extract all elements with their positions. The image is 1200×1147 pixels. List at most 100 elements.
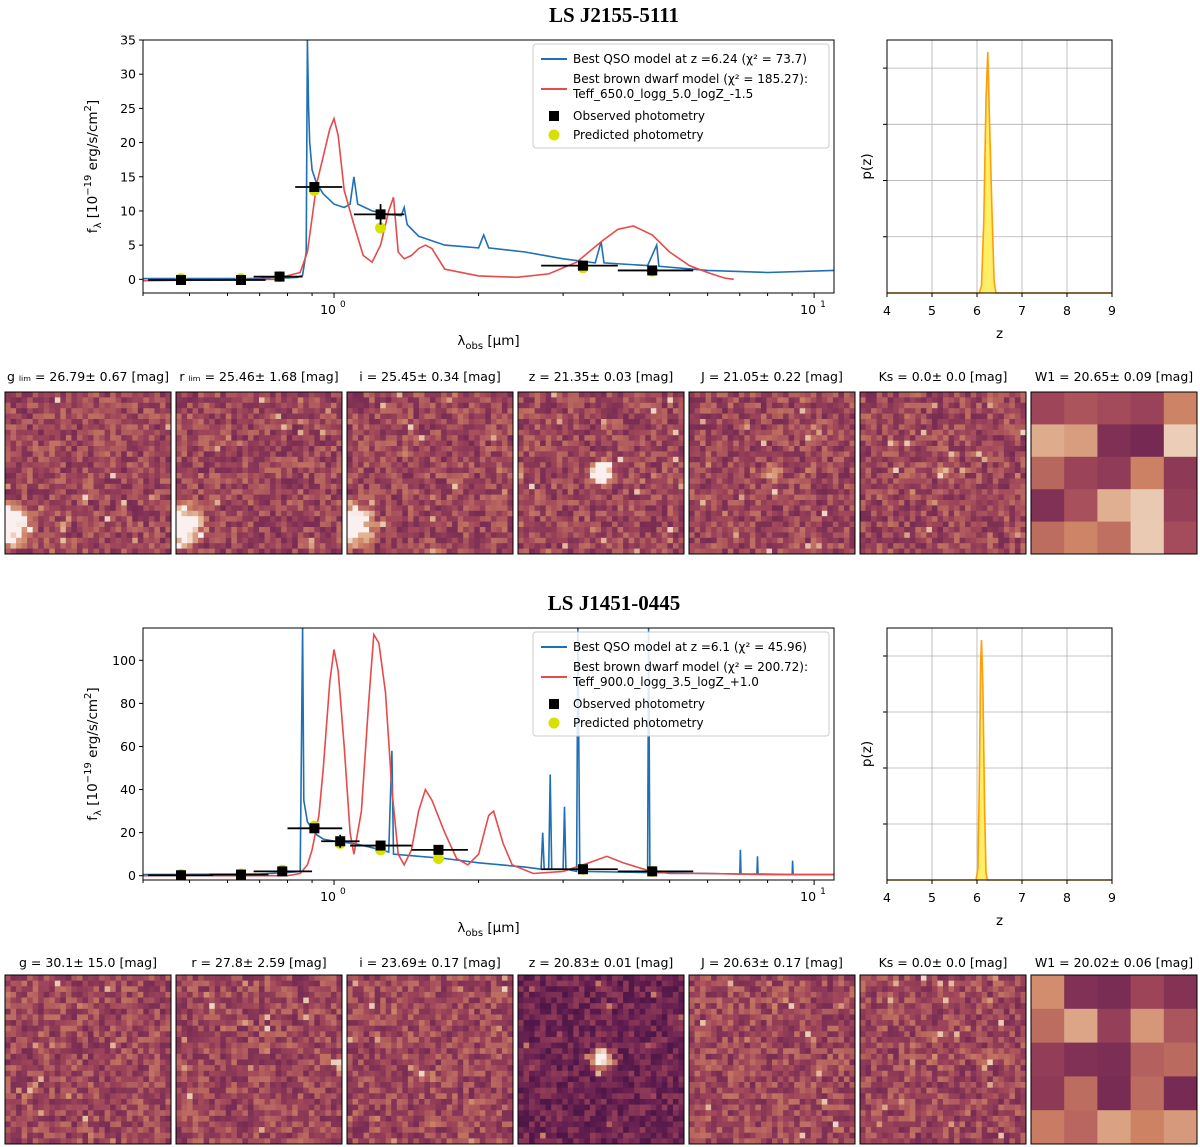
cutout-pixel [281, 494, 288, 501]
cutout-pixel [816, 419, 823, 425]
cutout-pixel [645, 397, 652, 404]
cutout-pixel [385, 500, 392, 506]
cutout-pixel [639, 489, 646, 495]
cutout-pixel [667, 446, 674, 452]
cutout-pixel [656, 548, 663, 555]
cutout-pixel [578, 392, 585, 398]
cutout-pixel [286, 510, 293, 517]
cutout-pixel [121, 467, 128, 474]
cutout-pixel [733, 510, 740, 517]
cutout-pixel [584, 478, 591, 485]
cutout-pixel [418, 451, 425, 458]
cutout-pixel [827, 532, 834, 539]
cutout-pixel [187, 446, 193, 452]
cutout-pixel [805, 392, 812, 398]
cutout-pixel [656, 446, 663, 452]
cutout-pixel [336, 473, 343, 479]
cutout-pixel [347, 500, 353, 506]
cutout-pixel [336, 505, 343, 512]
cutout-pixel [358, 510, 364, 517]
cutout-pixel [347, 392, 353, 398]
cutout-pixel [220, 429, 227, 436]
cutout-pixel [595, 527, 602, 533]
cutout-pixel [645, 489, 652, 495]
cutout-pixel [772, 462, 778, 468]
cutout-pixel [468, 429, 475, 436]
cutout-pixel [948, 402, 955, 409]
cutout-pixel [849, 419, 856, 425]
cutout-pixel [678, 527, 685, 533]
cutout-pixel [595, 424, 602, 431]
cutout-pixel [209, 408, 216, 414]
cutout-pixel [545, 510, 552, 517]
cutout-pixel [16, 467, 22, 474]
cutout-pixel [82, 505, 89, 512]
cutout-pixel [794, 473, 801, 479]
cutout-pixel [534, 489, 541, 495]
cutout-pixel [314, 397, 321, 404]
cutout-pixel [441, 397, 447, 404]
cutout-pixel [314, 548, 321, 555]
cutout-pixel [452, 440, 459, 447]
cutout-pixel [242, 483, 249, 490]
cutout-pixel [578, 446, 585, 452]
cutout-pixel [573, 483, 580, 490]
cutout-pixel [93, 419, 100, 425]
x-tick-label-exponent: 0 [340, 300, 346, 310]
cutout-pixel [716, 435, 723, 441]
cutout-pixel [132, 505, 139, 512]
cutout-pixel [314, 402, 321, 409]
cutout-pixel [60, 397, 67, 404]
cutout-pixel [816, 435, 823, 441]
cutout-pixel [396, 462, 403, 468]
cutout-pixel [843, 510, 850, 517]
cutout-pixel [501, 483, 508, 490]
cutout-pixel [5, 478, 11, 485]
cutout-pixel [865, 429, 872, 436]
cutout-pixel [430, 402, 436, 409]
cutout-pixel [485, 397, 492, 404]
cutout-pixel [88, 516, 94, 522]
cutout-pixel [369, 435, 376, 441]
cutout-pixel [1003, 435, 1010, 441]
cutout-pixel [16, 532, 22, 539]
cutout-pixel [496, 429, 503, 436]
cutout-pixel [435, 510, 442, 517]
cutout-pixel [424, 429, 431, 436]
cutout-pixel [137, 478, 144, 485]
cutout-pixel [490, 494, 497, 501]
cutout-pixel [363, 467, 370, 474]
cutout-pixel [137, 402, 144, 409]
cutout-pixel [242, 494, 249, 501]
cutout-pixel [225, 494, 232, 501]
cutout-pixel [705, 424, 712, 431]
cutout-pixel [474, 413, 481, 420]
cutout-pixel [656, 478, 663, 485]
cutout-pixel [253, 494, 260, 501]
cutout-pixel [805, 527, 812, 533]
cutout-pixel [88, 510, 94, 517]
cutout-pixel [623, 537, 630, 544]
cutout-pixel [838, 456, 845, 463]
cutout-pixel [54, 500, 61, 506]
cutout-pixel [783, 467, 789, 474]
cutout-pixel [165, 440, 172, 447]
cutout-pixel [617, 505, 624, 512]
cutout-pixel [733, 408, 740, 414]
cutout-pixel [242, 543, 249, 549]
cutout-pixel [738, 478, 745, 485]
cutout-pixel [452, 516, 459, 522]
cutout-pixel [534, 402, 541, 409]
cutout-pixel [198, 413, 205, 420]
cutout-pixel [325, 451, 332, 458]
cutout-pixel [424, 516, 431, 522]
cutout-pixel [374, 440, 381, 447]
cutout-pixel [407, 478, 414, 485]
cutout-pixel [501, 462, 508, 468]
cutout-pixel [667, 532, 674, 539]
cutout-pixel [661, 435, 668, 441]
cutout-pixel [639, 446, 646, 452]
cutout-pixel [545, 467, 552, 474]
cutout-pixel [843, 451, 850, 458]
cutout-pixel [716, 494, 723, 501]
